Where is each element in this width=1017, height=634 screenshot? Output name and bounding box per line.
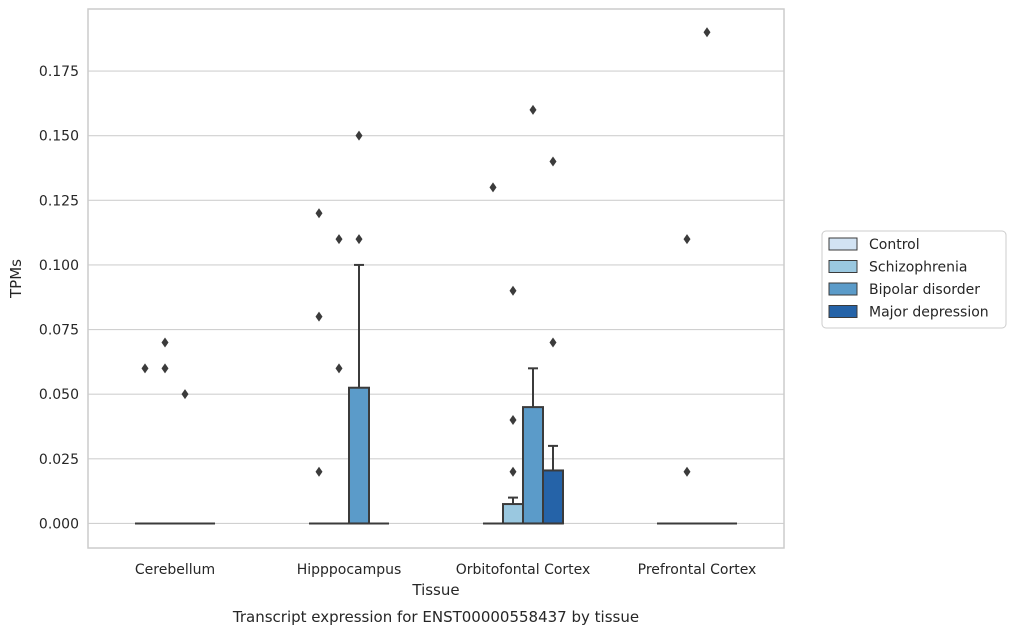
outlier-point <box>335 363 343 374</box>
x-tick-label: Orbitofontal Cortex <box>456 562 591 578</box>
y-tick-label: 0.075 <box>39 323 79 339</box>
outlier-point <box>161 363 169 374</box>
legend-label: Bipolar disorder <box>869 282 980 298</box>
y-tick-labels: 0.000 0.025 0.050 0.075 0.100 0.125 0.150 0.175 <box>39 64 79 532</box>
outlier-point <box>141 363 149 374</box>
x-tick-label: Hipppocampus <box>297 562 402 578</box>
box-body <box>502 503 524 525</box>
chart-title: Transcript expression for ENST0000055843… <box>232 608 639 626</box>
box-bipolar-disorder <box>348 263 370 525</box>
outlier-point <box>549 337 557 348</box>
outlier-point <box>683 234 691 245</box>
outlier-point <box>683 466 691 477</box>
legend-swatch <box>828 305 858 318</box>
legend-swatch <box>828 237 858 251</box>
box-body <box>542 469 564 525</box>
grid-lines <box>88 70 784 525</box>
outlier-point <box>315 208 323 219</box>
outlier-point <box>355 234 363 245</box>
plot-frame <box>87 8 785 549</box>
plot-outliers <box>141 27 711 477</box>
outlier-point <box>509 415 517 426</box>
plot-boxes <box>135 263 737 525</box>
x-tick-label: Prefrontal Cortex <box>638 562 757 578</box>
outlier-point <box>355 130 363 141</box>
x-tick-labels: Cerebellum Hipppocampus Orbitofontal Corte… <box>135 562 756 578</box>
legend-label: Major depression <box>869 305 989 321</box>
outlier-point <box>509 285 517 296</box>
outlier-point <box>509 466 517 477</box>
y-tick-label: 0.150 <box>39 129 79 145</box>
y-tick-label: 0.025 <box>39 452 79 468</box>
outlier-point <box>161 337 169 348</box>
y-axis-title: TPMs <box>7 259 25 299</box>
legend-swatch <box>828 260 858 273</box>
outlier-point <box>549 156 557 167</box>
box-bipolar-disorder <box>522 367 544 525</box>
box-body <box>522 406 544 525</box>
y-tick-label: 0.000 <box>39 516 79 532</box>
legend-label: Schizophrenia <box>869 260 967 276</box>
x-axis-title: Tissue <box>411 581 459 599</box>
box-schizophrenia <box>502 496 524 525</box>
box-body <box>348 386 370 525</box>
outlier-point <box>703 27 711 38</box>
outlier-point <box>489 182 497 193</box>
outlier-point <box>181 389 189 400</box>
outlier-point <box>315 466 323 477</box>
outlier-point <box>315 311 323 322</box>
y-tick-label: 0.050 <box>39 387 79 403</box>
y-tick-label: 0.100 <box>39 258 79 274</box>
outlier-point <box>529 104 537 115</box>
legend-frame <box>821 230 1007 329</box>
x-tick-label: Cerebellum <box>135 562 215 578</box>
box-major-depression <box>542 444 564 525</box>
legend-swatch <box>828 282 858 296</box>
legend-label: Control <box>869 237 920 253</box>
y-tick-label: 0.175 <box>39 64 79 80</box>
outlier-point <box>335 234 343 245</box>
legend: Control Schizophrenia Bipolar disorder Majo… <box>821 230 1007 329</box>
y-tick-label: 0.125 <box>39 193 79 209</box>
